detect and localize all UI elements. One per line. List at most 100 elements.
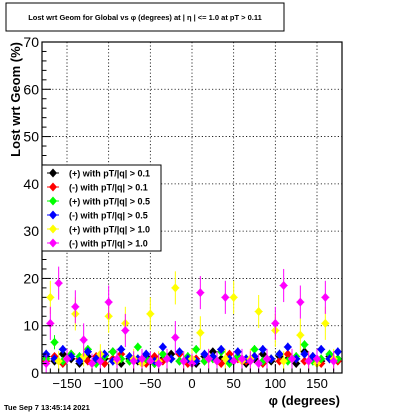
data-point xyxy=(75,351,84,361)
data-point xyxy=(250,344,259,354)
plot-area: −150 −100 −50 0 50 100 150 0 10 20 30 40 50 60 70 xyxy=(23,34,343,391)
data-point xyxy=(221,292,230,302)
x-tick-label: 0 xyxy=(188,376,195,391)
series-6 xyxy=(42,266,338,373)
data-point xyxy=(204,354,213,364)
data-point xyxy=(229,292,238,302)
data-point xyxy=(167,354,176,364)
data-point xyxy=(133,342,142,352)
data-point xyxy=(171,333,180,343)
data-point xyxy=(175,347,184,357)
data-point xyxy=(58,356,67,366)
data-point xyxy=(258,344,267,354)
y-tick-label: 10 xyxy=(23,318,39,334)
y-axis-label: Lost wrt Geom (%) xyxy=(8,42,23,157)
data-point xyxy=(54,356,63,366)
data-point xyxy=(117,349,126,359)
y-tick-label: 60 xyxy=(23,81,39,97)
data-point xyxy=(150,351,159,361)
legend-marker xyxy=(49,196,57,206)
data-point xyxy=(108,347,117,357)
data-point xyxy=(196,328,205,338)
legend-marker xyxy=(49,224,57,234)
data-point xyxy=(71,302,80,312)
data-point xyxy=(292,354,301,364)
data-point xyxy=(171,283,180,293)
data-point xyxy=(104,297,113,307)
data-point xyxy=(83,347,92,357)
data-point xyxy=(329,356,338,366)
data-point xyxy=(163,354,171,364)
data-point xyxy=(254,359,263,369)
data-point xyxy=(300,340,309,350)
legend-entry: (-) with pT/|q| > 0.1 xyxy=(47,182,148,193)
data-point xyxy=(288,354,296,364)
data-point xyxy=(117,344,126,354)
data-point xyxy=(121,325,130,335)
data-point xyxy=(300,356,309,366)
data-point xyxy=(325,349,334,359)
legend-frame xyxy=(41,164,162,252)
data-point xyxy=(154,359,163,369)
data-point xyxy=(83,351,92,361)
title-box: Lost wrt Geom for Global vs φ (degrees) … xyxy=(5,2,285,32)
data-point xyxy=(167,349,176,359)
legend-entry: (+) with pT/|q| > 0.1 xyxy=(47,168,150,179)
legend-marker xyxy=(49,168,57,178)
data-point xyxy=(179,356,188,366)
data-point xyxy=(54,278,63,288)
data-point xyxy=(275,349,284,359)
legend-label: (+) with pT/|q| > 0.5 xyxy=(69,197,150,207)
data-point xyxy=(296,330,305,340)
legend-label: (+) with pT/|q| > 1.0 xyxy=(69,225,150,235)
data-point xyxy=(292,359,301,369)
data-point xyxy=(158,349,167,359)
data-point xyxy=(79,335,88,345)
chart-title: Lost wrt Geom for Global vs φ (degrees) … xyxy=(28,13,262,22)
legend-marker xyxy=(49,210,57,220)
data-point xyxy=(296,297,305,307)
data-point xyxy=(100,349,109,359)
data-point xyxy=(96,356,105,366)
legend-marker xyxy=(49,238,57,248)
legend-marker xyxy=(49,182,57,192)
data-point xyxy=(75,356,84,366)
data-point xyxy=(321,292,330,302)
data-point xyxy=(138,354,146,364)
data-point xyxy=(217,344,226,354)
data-point xyxy=(275,356,284,366)
data-point xyxy=(229,356,238,366)
data-point xyxy=(50,337,59,347)
data-point xyxy=(188,359,196,369)
x-tick-label: 150 xyxy=(306,376,328,391)
x-tick-label: −100 xyxy=(94,376,123,391)
data-point xyxy=(213,356,221,366)
data-point xyxy=(58,349,67,359)
data-point xyxy=(46,292,55,302)
data-point xyxy=(175,356,184,366)
legend-entry: (+) with pT/|q| > 1.0 xyxy=(47,224,150,235)
x-tick-label: −150 xyxy=(52,376,81,391)
data-point xyxy=(113,354,121,364)
data-point xyxy=(146,356,155,366)
y-tick-label: 50 xyxy=(23,129,39,145)
data-point xyxy=(158,342,167,352)
data-point xyxy=(233,347,242,357)
data-point xyxy=(263,354,271,364)
legend-entry: (+) with pT/|q| > 0.5 xyxy=(47,196,150,207)
data-point xyxy=(88,359,96,369)
title-frame xyxy=(5,2,285,32)
data-point xyxy=(129,356,138,366)
data-point xyxy=(221,354,230,364)
data-point xyxy=(238,354,246,364)
data-point xyxy=(58,344,67,354)
legend-entry: (-) with pT/|q| > 1.0 xyxy=(47,238,148,249)
data-point xyxy=(146,309,155,319)
y-tick-label: 20 xyxy=(23,270,39,286)
y-tick-label: 40 xyxy=(23,176,39,192)
data-point xyxy=(225,349,234,359)
data-point xyxy=(192,344,201,354)
legend: (+) with pT/|q| > 0.1 (-) with pT/|q| > 0… xyxy=(41,164,162,252)
x-tick-label: 50 xyxy=(226,376,240,391)
legend-label: (+) with pT/|q| > 0.1 xyxy=(69,169,150,179)
